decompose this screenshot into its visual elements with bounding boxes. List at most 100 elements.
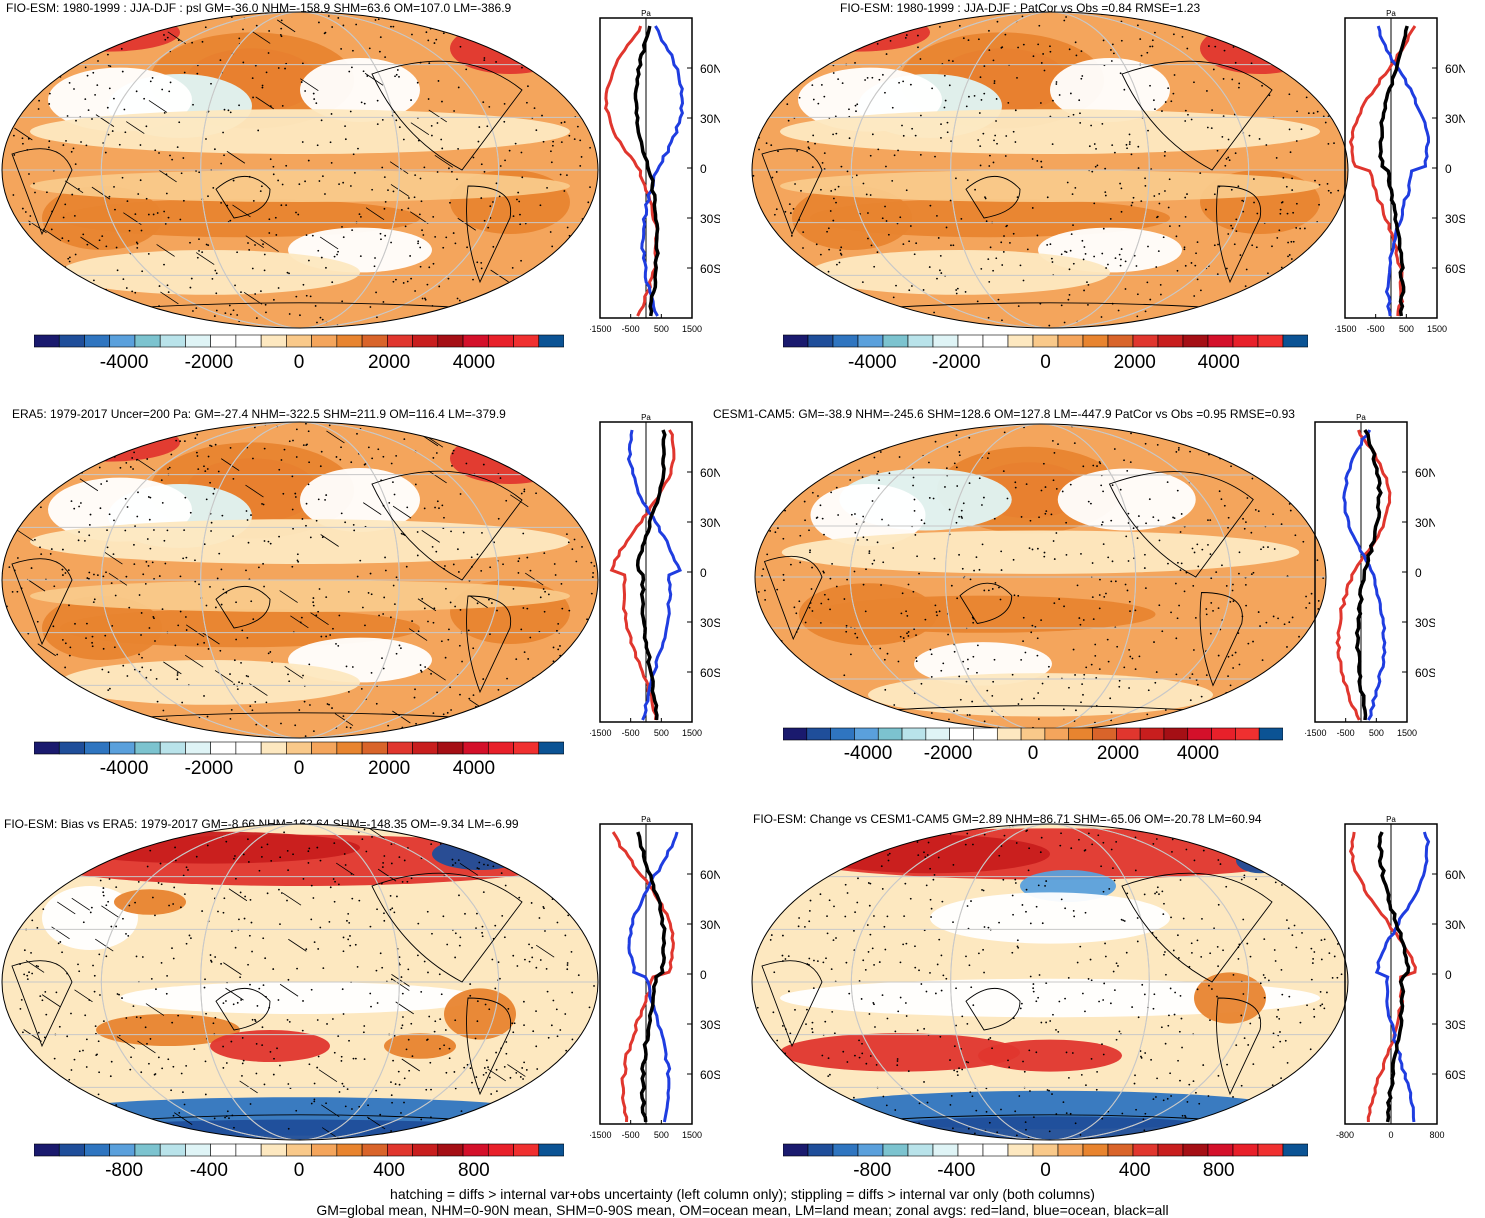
field-anomaly-13 — [450, 22, 570, 74]
colorbar-swatch — [361, 334, 388, 348]
zonal-land-curve — [611, 831, 675, 1123]
colorbar-tick-label: 800 — [458, 1160, 490, 1181]
colorbar-swatch — [84, 741, 111, 755]
panel-2-colorbar-labels: -4000 -2000 0 2000 4000 — [783, 352, 1308, 376]
field-anomaly-7 — [810, 1090, 1290, 1130]
colorbar-swatch — [949, 727, 974, 741]
colorbar-swatch — [412, 1143, 439, 1157]
colorbar-swatch — [1282, 1143, 1308, 1157]
zonal-x-label: 500 — [654, 728, 669, 738]
field-anomaly-6 — [210, 1030, 330, 1062]
north-america-outline — [1108, 471, 1254, 578]
colorbar-swatch — [1187, 727, 1212, 741]
colorbar-swatch — [1068, 727, 1093, 741]
map-frame — [751, 823, 1349, 1141]
zonal-unit-label: Pa — [1386, 9, 1396, 18]
colorbar-swatch — [336, 741, 363, 755]
zonal-x-label: 1500 — [682, 1130, 702, 1140]
graticule — [2, 824, 598, 1140]
colorbar-swatch — [832, 1143, 859, 1157]
colorbar-swatch — [361, 1143, 388, 1157]
field-anomaly-10 — [60, 660, 360, 705]
colorbar-swatch — [513, 334, 540, 348]
zonal-lat-label: 0 — [1415, 566, 1422, 580]
colorbar-swatch — [513, 1143, 540, 1157]
panel-1-colorbar-labels: -4000 -2000 0 2000 4000 — [34, 352, 564, 376]
zonal-x-label: -1500 — [590, 728, 612, 738]
zonal-all-curve — [1378, 25, 1409, 317]
south-america-outline — [466, 997, 512, 1096]
zonal-lat-label: 30S — [1445, 1018, 1465, 1032]
colorbar-swatch — [235, 334, 262, 348]
colorbar-tick-label: 2000 — [367, 758, 411, 779]
zonal-ocean-curve — [626, 429, 682, 721]
field-anomaly-10 — [60, 250, 360, 295]
field-anomaly-5 — [780, 1033, 1020, 1072]
colorbar-swatch — [487, 1143, 514, 1157]
colorbar-swatch — [1057, 1143, 1084, 1157]
colorbar-swatch — [286, 334, 312, 348]
colorbar-swatch — [1232, 334, 1259, 348]
field-anomaly-9 — [780, 978, 1320, 1018]
colorbar-swatch — [210, 1143, 237, 1157]
zonal-lat-label: 0 — [700, 566, 707, 580]
field-anomaly-5 — [781, 530, 1300, 574]
field-anomaly-8 — [120, 982, 480, 1014]
panel-4-colorbar — [783, 727, 1283, 741]
zonal-unit-label: Pa — [641, 815, 651, 824]
colorbar-swatch — [882, 1143, 909, 1157]
colorbar-swatch — [1116, 727, 1141, 741]
zonal-lat-label: 30N — [700, 112, 720, 126]
colorbar-swatch — [513, 741, 540, 755]
field-anomaly-10 — [1194, 972, 1266, 1024]
zonal-x-label: -1500 — [1305, 728, 1327, 738]
colorbar-swatch — [830, 727, 855, 741]
colorbar-swatch — [437, 741, 464, 755]
zonal-lat-label: 30S — [700, 1018, 720, 1032]
colorbar-swatch — [1211, 727, 1236, 741]
colorbar-swatch — [387, 334, 413, 348]
colorbar-swatch — [1235, 727, 1260, 741]
colorbar-tick-label: 800 — [1202, 1160, 1235, 1181]
south-america-outline — [1199, 592, 1243, 687]
field-anomaly-7 — [42, 596, 162, 660]
panel-3-title: ERA5: 1979-2017 Uncer=200 Pa: GM=-27.4 N… — [12, 407, 506, 421]
colorbar-tick-label: 2000 — [367, 352, 411, 373]
map-frame — [1, 421, 599, 739]
africa-outline — [11, 148, 73, 236]
panel-1-title: FIO-ESM: 1980-1999 : JJA-DJF : psl GM=-3… — [6, 1, 512, 15]
field-anomaly-12 — [786, 13, 930, 52]
panel-5-zonal-plot: Pa 60N 30N 0 30S 60S -1500 -500 500 1500 — [590, 815, 720, 1140]
colorbar-swatch — [1107, 334, 1134, 348]
colorbar-swatch — [1257, 1143, 1284, 1157]
colorbar-tick-label: -4000 — [847, 352, 897, 373]
zonal-lat-label: 30N — [1445, 112, 1465, 126]
panel-6-zonal-plot: Pa 60N 30N 0 30S 60S -800 0 800 — [1336, 815, 1465, 1140]
colorbar-swatch — [907, 1143, 934, 1157]
zonal-unit-label: Pa — [1356, 413, 1366, 422]
colorbar-tick-label: 0 — [293, 1160, 305, 1181]
colorbar-swatch — [412, 334, 439, 348]
colorbar-tick-label: -2000 — [931, 352, 981, 373]
colorbar-tick-label: 400 — [373, 1160, 405, 1181]
colorbar-swatch — [807, 1143, 834, 1157]
panel-2-colorbar — [783, 334, 1308, 348]
panel-6-colorbar — [783, 1143, 1308, 1157]
colorbar-swatch — [857, 1143, 884, 1157]
zonal-x-label: 500 — [654, 1130, 669, 1140]
colorbar-swatch — [311, 741, 338, 755]
colorbar-swatch — [783, 1143, 809, 1157]
colorbar-tick-label: -2000 — [923, 743, 973, 764]
colorbar-tick-label: -800 — [853, 1160, 892, 1181]
colorbar-swatch — [1157, 334, 1184, 348]
colorbar-swatch — [996, 727, 1022, 741]
zonal-lat-label: 0 — [700, 968, 707, 982]
panel-2: FIO-ESM: 1980-1999 : JJA-DJF : PatCor vs… — [745, 0, 1485, 380]
zonal-x-label: 0 — [1388, 1130, 1393, 1140]
colorbar-tick-label: 2000 — [1113, 352, 1156, 373]
colorbar-swatch — [134, 334, 161, 348]
zonal-lat-label: 30N — [700, 918, 720, 932]
colorbar-swatch — [932, 1143, 959, 1157]
panel-4-title: CESM1-CAM5: GM=-38.9 NHM=-245.6 SHM=128.… — [713, 407, 1295, 421]
field-anomaly-6 — [978, 1039, 1122, 1072]
